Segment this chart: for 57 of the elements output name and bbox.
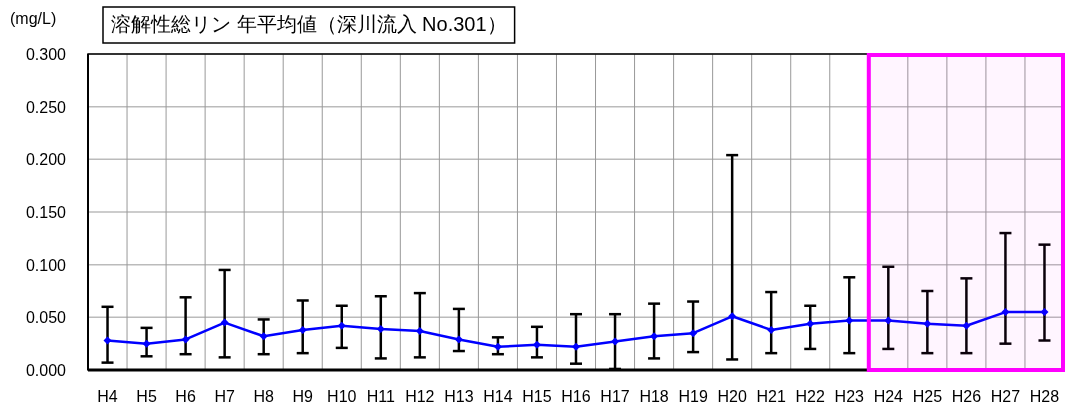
point: [454, 335, 463, 344]
x-tick-label: H8: [253, 388, 275, 405]
chart-title: 溶解性総リン 年平均値（深川流入 No.301）: [111, 13, 507, 35]
point: [767, 325, 776, 334]
point: [142, 339, 151, 348]
point: [493, 342, 502, 351]
y-tick-label: 0.100: [25, 256, 67, 274]
point: [884, 316, 893, 325]
x-tick-label: H12: [405, 388, 435, 405]
x-tick-label: H4: [97, 388, 118, 405]
x-tick-label: H17: [600, 388, 630, 405]
x-tick-label: H7: [214, 388, 235, 405]
x-tick-label: H9: [292, 388, 314, 405]
x-tick-label: H6: [175, 388, 196, 405]
point: [103, 336, 112, 345]
point: [181, 335, 190, 344]
y-tick-label: 0.200: [25, 151, 67, 169]
x-tick-label: H26: [951, 388, 982, 405]
point: [845, 316, 854, 325]
x-tick-label: H5: [136, 388, 157, 405]
point: [650, 332, 659, 341]
y-tick-label: 0.300: [25, 46, 67, 63]
point: [689, 329, 698, 338]
point: [1040, 308, 1049, 317]
point: [611, 337, 620, 346]
point: [572, 342, 580, 351]
x-tick-label: H23: [834, 388, 865, 405]
y-axis-title: (mg/L): [10, 10, 57, 27]
point: [337, 321, 346, 330]
y-tick-label: 0.150: [25, 204, 67, 221]
y-tick-label: 0.050: [25, 309, 67, 327]
x-tick-label: H27: [990, 388, 1021, 405]
point: [806, 319, 815, 328]
y-tick-label: 0.000: [25, 362, 67, 379]
point: [1001, 308, 1010, 317]
x-tick-label: H19: [678, 388, 708, 405]
x-tick-label: H15: [522, 388, 552, 405]
x-tick-label: H14: [483, 388, 513, 405]
x-tick-label: H18: [639, 388, 669, 405]
point: [728, 312, 737, 321]
point: [259, 332, 268, 341]
point: [923, 319, 932, 328]
y-tick-label: 0.250: [25, 98, 67, 116]
x-tick-label: H13: [444, 388, 474, 405]
x-tick-label: H25: [912, 388, 943, 405]
x-tick-label: H10: [327, 388, 357, 405]
x-tick-label: H21: [756, 388, 786, 405]
point: [962, 321, 971, 330]
x-tick-label: H11: [366, 388, 395, 405]
x-tick-label: H16: [561, 388, 591, 405]
x-tick-label: H20: [717, 388, 747, 405]
point: [532, 340, 541, 349]
x-tick-label: H28: [1029, 388, 1060, 405]
point: [298, 325, 307, 334]
point: [220, 318, 229, 327]
x-tick-label: H24: [873, 388, 904, 405]
x-tick-label: H22: [795, 388, 826, 405]
